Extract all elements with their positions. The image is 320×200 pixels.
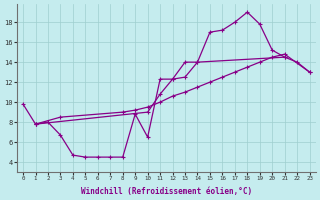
X-axis label: Windchill (Refroidissement éolien,°C): Windchill (Refroidissement éolien,°C) (81, 187, 252, 196)
